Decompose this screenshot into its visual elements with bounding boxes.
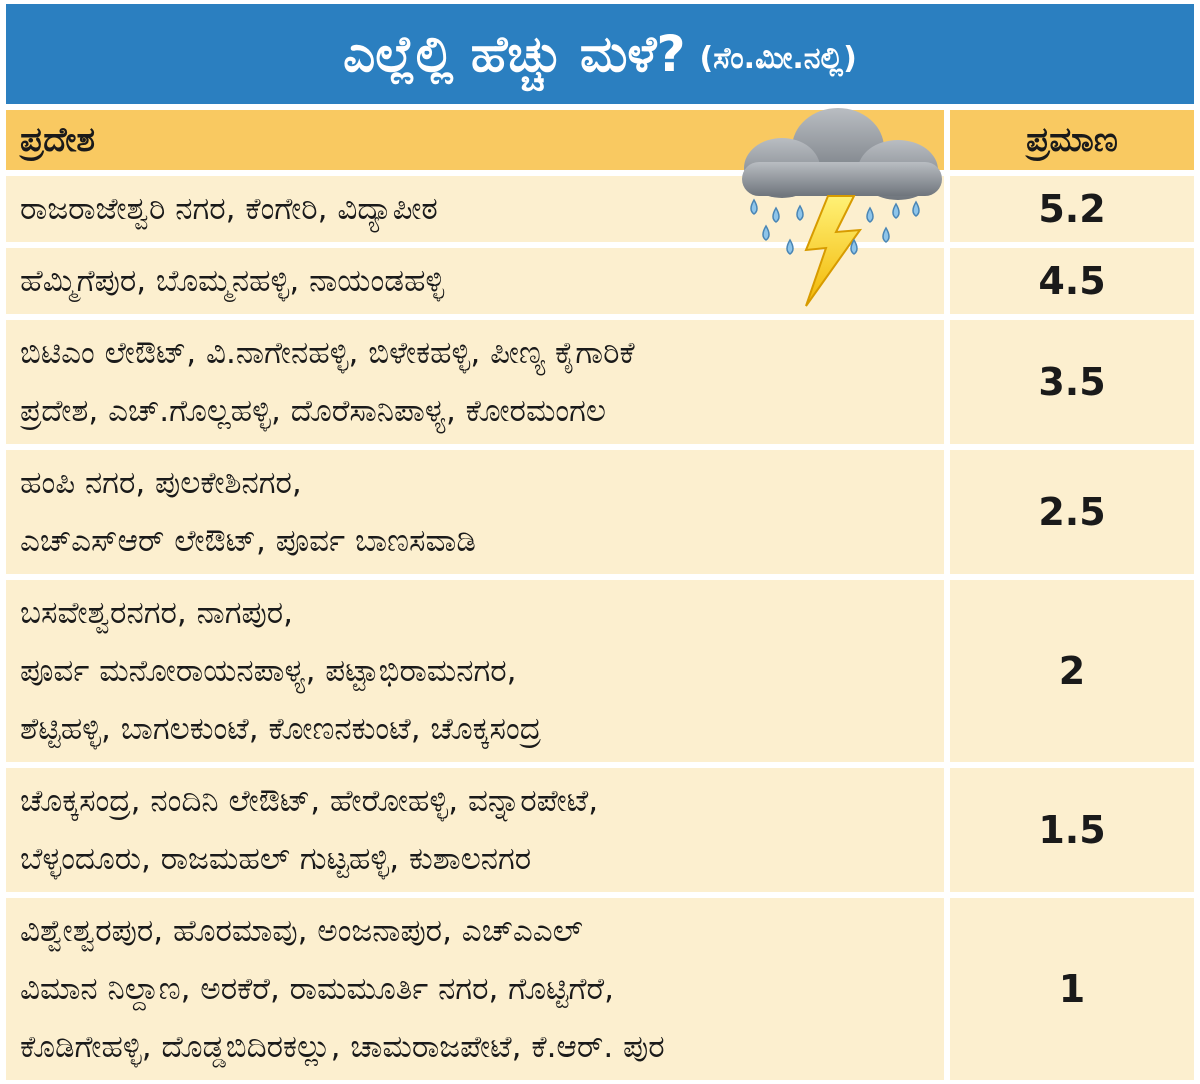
- area-cell: ವಿಶ್ವೇಶ್ವರಪುರ, ಹೊರಮಾವು, ಅಂಜನಾಪುರ, ಎಚ್‌ಎಎ…: [6, 898, 944, 1080]
- rainfall-value: 4.5: [1038, 259, 1106, 303]
- rainfall-value: 1: [1058, 967, 1086, 1011]
- amount-cell: 3.5: [950, 320, 1194, 444]
- amount-cell: 4.5: [950, 248, 1194, 314]
- title-unit: (ಸೆಂ.ಮೀ.ನಲ್ಲಿ): [699, 40, 857, 76]
- area-text-line: ಪೂರ್ವ ಮನೋರಾಯನಪಾಳ್ಯ, ಪಟ್ಟಾಭಿರಾಮನಗರ,: [20, 653, 517, 689]
- page-title: ಎಲ್ಲೆಲ್ಲಿ ಹೆಚ್ಚು ಮಳೆ?: [343, 24, 686, 83]
- area-cell: ಬಿಟಿಎಂ ಲೇಔಟ್, ವಿ.ನಾಗೇನಹಳ್ಳಿ, ಬಿಳೇಕಹಳ್ಳಿ,…: [6, 320, 944, 444]
- area-cell: ಹಂಪಿ ನಗರ, ಪುಲಕೇಶಿನಗರ, ಎಚ್‌ಎಸ್‌ಆರ್ ಲೇಔಟ್, …: [6, 450, 944, 574]
- area-text-line: ಹೆಮ್ಮಿಗೆಪುರ, ಬೊಮ್ಮನಹಳ್ಳಿ, ನಾಯಂಡಹಳ್ಳಿ: [20, 263, 445, 299]
- header-amount-label: ಪ್ರಮಾಣ: [1026, 120, 1118, 160]
- amount-cell: 2: [950, 580, 1194, 762]
- table-row: ಚೊಕ್ಕಸಂದ್ರ, ನಂದಿನಿ ಲೇಔಟ್, ಹೇರೋಹಳ್ಳಿ, ವನ್…: [6, 768, 1194, 892]
- rainfall-value: 1.5: [1038, 808, 1106, 852]
- title-bar: ಎಲ್ಲೆಲ್ಲಿ ಹೆಚ್ಚು ಮಳೆ? (ಸೆಂ.ಮೀ.ನಲ್ಲಿ): [6, 4, 1194, 104]
- table-row: ಹಂಪಿ ನಗರ, ಪುಲಕೇಶಿನಗರ, ಎಚ್‌ಎಸ್‌ಆರ್ ಲೇಔಟ್, …: [6, 450, 1194, 574]
- area-text-line: ಎಚ್‌ಎಸ್‌ಆರ್ ಲೇಔಟ್, ಪೂರ್ವ ಬಾಣಸವಾಡಿ: [20, 523, 476, 559]
- rain-cloud-lightning-icon: [742, 108, 942, 307]
- amount-cell: 1.5: [950, 768, 1194, 892]
- area-cell: ರಾಜರಾಜೇಶ್ವರಿ ನಗರ, ಕೆಂಗೇರಿ, ವಿದ್ಯಾಪೀಠ: [6, 176, 944, 242]
- rainfall-value: 2: [1058, 649, 1086, 693]
- area-cell: ಬಸವೇಶ್ವರನಗರ, ನಾಗಪುರ, ಪೂರ್ವ ಮನೋರಾಯನಪಾಳ್ಯ, …: [6, 580, 944, 762]
- amount-cell: 1: [950, 898, 1194, 1080]
- area-cell: ಹೆಮ್ಮಿಗೆಪುರ, ಬೊಮ್ಮನಹಳ್ಳಿ, ನಾಯಂಡಹಳ್ಳಿ: [6, 248, 944, 314]
- table-row: ವಿಶ್ವೇಶ್ವರಪುರ, ಹೊರಮಾವು, ಅಂಜನಾಪುರ, ಎಚ್‌ಎಎ…: [6, 898, 1194, 1080]
- area-text-line: ವಿಮಾನ ನಿಲ್ದಾಣ, ಅರಕೆರೆ, ರಾಮಮೂರ್ತಿ ನಗರ, ಗೊ…: [20, 971, 614, 1007]
- area-text-line: ಬೆಳ್ಳಂದೂರು, ರಾಜಮಹಲ್ ಗುಟ್ಟಹಳ್ಳಿ, ಕುಶಾಲನಗರ: [20, 841, 532, 877]
- area-text-line: ಪ್ರದೇಶ, ಎಚ್.ಗೊಲ್ಲಹಳ್ಳಿ, ದೊರೆಸಾನಿಪಾಳ್ಯ, ಕ…: [20, 393, 607, 429]
- area-text-line: ಹಂಪಿ ನಗರ, ಪುಲಕೇಶಿನಗರ,: [20, 465, 302, 501]
- header-amount-cell: ಪ್ರಮಾಣ: [950, 110, 1194, 170]
- area-cell: ಚೊಕ್ಕಸಂದ್ರ, ನಂದಿನಿ ಲೇಔಟ್, ಹೇರೋಹಳ್ಳಿ, ವನ್…: [6, 768, 944, 892]
- table-row: ಬಸವೇಶ್ವರನಗರ, ನಾಗಪುರ, ಪೂರ್ವ ಮನೋರಾಯನಪಾಳ್ಯ, …: [6, 580, 1194, 762]
- header-area-label: ಪ್ರದೇಶ: [20, 120, 96, 160]
- area-text-line: ವಿಶ್ವೇಶ್ವರಪುರ, ಹೊರಮಾವು, ಅಂಜನಾಪುರ, ಎಚ್‌ಎಎ…: [20, 913, 583, 949]
- amount-cell: 5.2: [950, 176, 1194, 242]
- table-header-row: ಪ್ರದೇಶ ಪ್ರಮಾಣ: [6, 110, 1194, 170]
- table-row: ಹೆಮ್ಮಿಗೆಪುರ, ಬೊಮ್ಮನಹಳ್ಳಿ, ನಾಯಂಡಹಳ್ಳಿ 4.5: [6, 248, 1194, 314]
- area-text-line: ಚೊಕ್ಕಸಂದ್ರ, ನಂದಿನಿ ಲೇಔಟ್, ಹೇರೋಹಳ್ಳಿ, ವನ್…: [20, 783, 599, 819]
- area-text-line: ಶೆಟ್ಟಿಹಳ್ಳಿ, ಬಾಗಲಕುಂಟೆ, ಕೋಣನಕುಂಟೆ, ಚೊಕ್ಕ…: [20, 711, 542, 747]
- table-row: ರಾಜರಾಜೇಶ್ವರಿ ನಗರ, ಕೆಂಗೇರಿ, ವಿದ್ಯಾಪೀಠ 5.2: [6, 176, 1194, 242]
- amount-cell: 2.5: [950, 450, 1194, 574]
- area-text-line: ಕೊಡಿಗೇಹಳ್ಳಿ, ದೊಡ್ಡಬಿದಿರಕಲ್ಲು, ಚಾಮರಾಜಪೇಟೆ…: [20, 1029, 665, 1065]
- area-text-line: ರಾಜರಾಜೇಶ್ವರಿ ನಗರ, ಕೆಂಗೇರಿ, ವಿದ್ಯಾಪೀಠ: [20, 191, 438, 227]
- table-row: ಬಿಟಿಎಂ ಲೇಔಟ್, ವಿ.ನಾಗೇನಹಳ್ಳಿ, ಬಿಳೇಕಹಳ್ಳಿ,…: [6, 320, 1194, 444]
- rainfall-value: 2.5: [1038, 490, 1106, 534]
- rainfall-value: 5.2: [1038, 187, 1106, 231]
- area-text-line: ಬಿಟಿಎಂ ಲೇಔಟ್, ವಿ.ನಾಗೇನಹಳ್ಳಿ, ಬಿಳೇಕಹಳ್ಳಿ,…: [20, 335, 635, 371]
- area-text-line: ಬಸವೇಶ್ವರನಗರ, ನಾಗಪುರ,: [20, 595, 294, 631]
- rainfall-value: 3.5: [1038, 360, 1106, 404]
